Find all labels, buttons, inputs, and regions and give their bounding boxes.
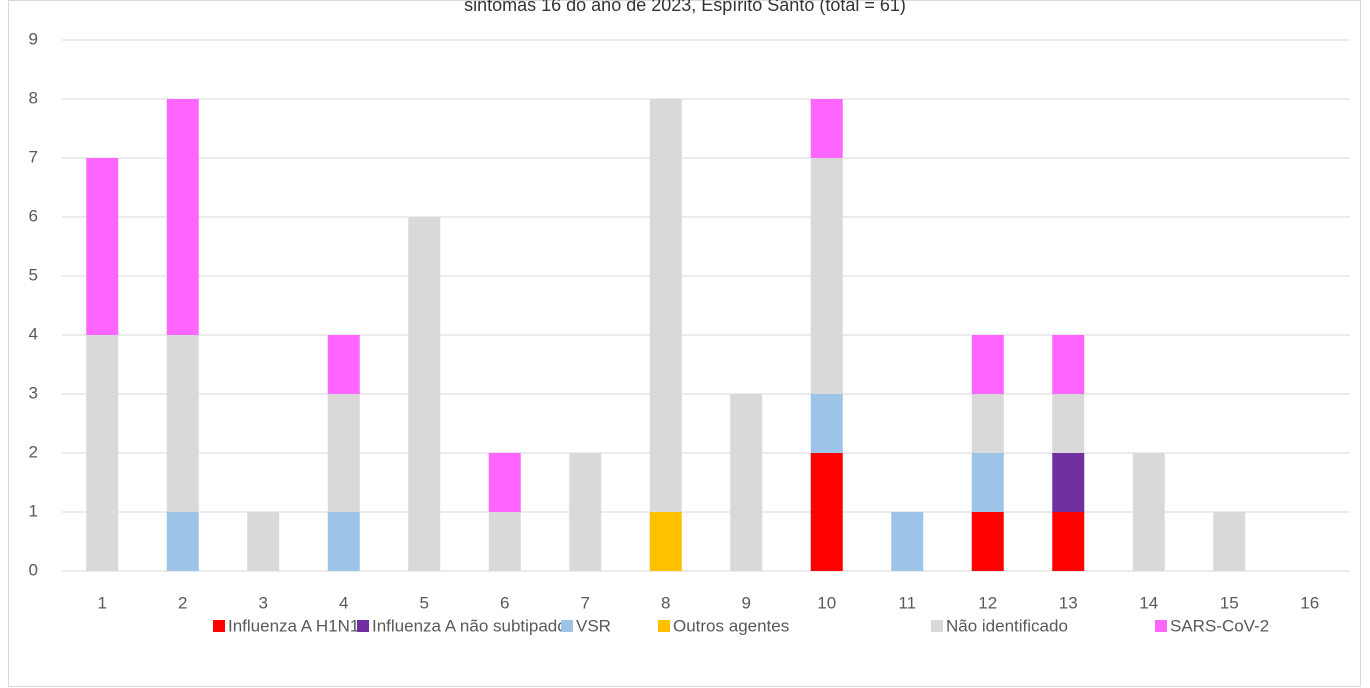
bar-segment: [86, 158, 119, 335]
bar-segment: [971, 512, 1004, 571]
x-tick-label: 3: [259, 593, 268, 612]
y-tick-label: 6: [29, 206, 38, 225]
bar-segment: [247, 512, 280, 571]
x-tick-label: 9: [742, 593, 751, 612]
bar-segment: [86, 335, 119, 571]
y-tick-label: 2: [29, 442, 38, 461]
bar-segment: [327, 512, 360, 571]
bar-segment: [327, 394, 360, 512]
x-tick-label: 4: [339, 593, 348, 612]
legend-swatch: [213, 620, 225, 632]
bar-segment: [971, 335, 1004, 394]
y-tick-label: 7: [29, 147, 38, 166]
bar-segment: [569, 453, 602, 571]
chart-title: sintomas 16 do ano de 2023, Espírito San…: [464, 0, 906, 15]
legend-swatch: [561, 620, 573, 632]
x-tick-label: 5: [420, 593, 429, 612]
x-tick-label: 6: [500, 593, 509, 612]
bar-segment: [1052, 453, 1085, 512]
legend-label: SARS-CoV-2: [1170, 616, 1269, 635]
x-tick-label: 2: [178, 593, 187, 612]
bar-segment: [891, 512, 924, 571]
bar-segment: [1132, 453, 1165, 571]
y-tick-label: 0: [29, 560, 38, 579]
legend-label: Influenza A H1N1: [228, 616, 359, 635]
legend-label: VSR: [576, 616, 611, 635]
y-tick-label: 1: [29, 501, 38, 520]
bar-segment: [810, 394, 843, 453]
bar-segment: [1213, 512, 1246, 571]
y-tick-label: 4: [29, 324, 38, 343]
bar-segment: [971, 453, 1004, 512]
x-tick-label: 1: [98, 593, 107, 612]
x-tick-label: 10: [817, 593, 836, 612]
x-tick-label: 11: [898, 593, 916, 612]
bar-segment: [810, 99, 843, 158]
y-tick-label: 9: [29, 29, 38, 48]
chart-frame: [8, 0, 1361, 687]
bar-segment: [408, 217, 441, 571]
bar-segment: [1052, 335, 1085, 394]
bar-segment: [327, 335, 360, 394]
x-tick-label: 8: [661, 593, 670, 612]
x-tick-label: 16: [1300, 593, 1319, 612]
y-tick-label: 8: [29, 88, 38, 107]
legend-swatch: [357, 620, 369, 632]
bar-segment: [971, 394, 1004, 453]
legend-label: Outros agentes: [673, 616, 789, 635]
bar-segment: [166, 99, 199, 335]
x-tick-label: 7: [581, 593, 590, 612]
bar-segment: [649, 512, 682, 571]
x-tick-label: 13: [1059, 593, 1078, 612]
bar-segment: [488, 453, 521, 512]
y-tick-label: 3: [29, 383, 38, 402]
legend-label: Influenza A não subtipado: [372, 616, 567, 635]
x-tick-label: 12: [978, 593, 997, 612]
bar-segment: [166, 335, 199, 512]
legend-swatch: [931, 620, 943, 632]
bar-segment: [730, 394, 763, 571]
bar-segment: [810, 453, 843, 571]
bar-segment: [166, 512, 199, 571]
x-tick-label: 14: [1139, 593, 1158, 612]
bar-segment: [649, 99, 682, 512]
bar-segment: [488, 512, 521, 571]
legend-swatch: [658, 620, 670, 632]
legend-swatch: [1155, 620, 1167, 632]
y-tick-label: 5: [29, 265, 38, 284]
bar-segment: [1052, 394, 1085, 453]
legend-label: Não identificado: [946, 616, 1068, 635]
bar-segment: [810, 158, 843, 394]
bar-segment: [1052, 512, 1085, 571]
x-tick-label: 15: [1220, 593, 1239, 612]
